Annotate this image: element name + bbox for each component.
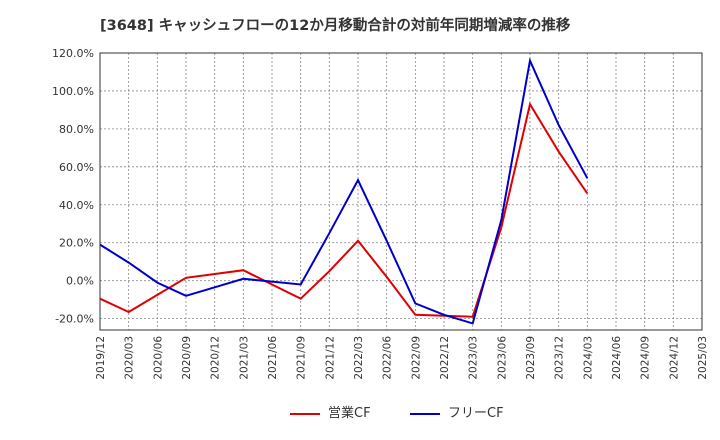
chart-title: [3648] キャッシュフローの12か月移動合計の対前年同期増減率の推移: [100, 18, 571, 34]
y-tick-label: 100.0%: [52, 85, 94, 98]
x-tick-label: 2023/06: [496, 336, 508, 380]
x-tick-label: 2020/09: [181, 336, 193, 380]
x-tick-label: 2020/12: [210, 336, 222, 380]
plot-area-frame: [99, 52, 703, 331]
x-axis-ticks: 2019/12 2020/03 2020/06 2020/09 2020/12 2021/…: [95, 336, 709, 380]
x-tick-label: 2021/06: [267, 336, 279, 380]
x-tick-label: 2023/09: [525, 336, 537, 380]
x-tick-label: 2021/09: [296, 336, 308, 380]
legend-label-free-cf: フリーCF: [448, 406, 504, 421]
x-tick-label: 2020/03: [124, 336, 136, 380]
x-tick-label: 2024/06: [611, 336, 623, 380]
y-tick-label: 60.0%: [59, 161, 94, 174]
y-tick-label: 0.0%: [66, 275, 94, 288]
x-tick-label: 2022/09: [410, 336, 422, 380]
x-tick-label: 2021/12: [324, 336, 336, 380]
x-tick-label: 2024/12: [668, 336, 680, 380]
x-tick-label: 2021/03: [238, 336, 250, 380]
legend: 営業CF フリーCF: [0, 400, 720, 428]
legend-label-operating-cf: 営業CF: [328, 406, 371, 421]
x-tick-label: 2025/03: [697, 336, 709, 380]
series-lines: [99, 57, 589, 325]
grid-lines: [99, 52, 703, 330]
y-tick-label: 40.0%: [59, 199, 94, 212]
y-axis-ticks: -20.0% 0.0% 20.0% 40.0% 60.0% 80.0% 100.0% 120.…: [52, 47, 94, 326]
y-tick-label: 80.0%: [59, 123, 94, 136]
x-tick-label: 2019/12: [95, 336, 107, 380]
x-tick-label: 2024/09: [640, 336, 652, 380]
legend-swatch-free-cf: [410, 413, 440, 415]
x-tick-label: 2022/12: [439, 336, 451, 380]
series-line-operating-cf: [99, 101, 589, 318]
y-tick-label: -20.0%: [55, 313, 94, 326]
x-tick-label: 2022/06: [382, 336, 394, 380]
x-tick-label: 2022/03: [353, 336, 365, 380]
x-tick-label: 2024/03: [582, 336, 594, 380]
x-tick-label: 2023/03: [468, 336, 480, 380]
series-line-free-cf: [99, 57, 589, 325]
y-tick-label: 20.0%: [59, 237, 94, 250]
line-chart: -20.0% 0.0% 20.0% 40.0% 60.0% 80.0% 100.0% 120.…: [52, 47, 709, 380]
x-tick-label: 2020/06: [152, 336, 164, 380]
x-tick-label: 2023/12: [554, 336, 566, 380]
legend-swatch-operating-cf: [290, 413, 320, 415]
y-tick-label: 120.0%: [52, 47, 94, 60]
